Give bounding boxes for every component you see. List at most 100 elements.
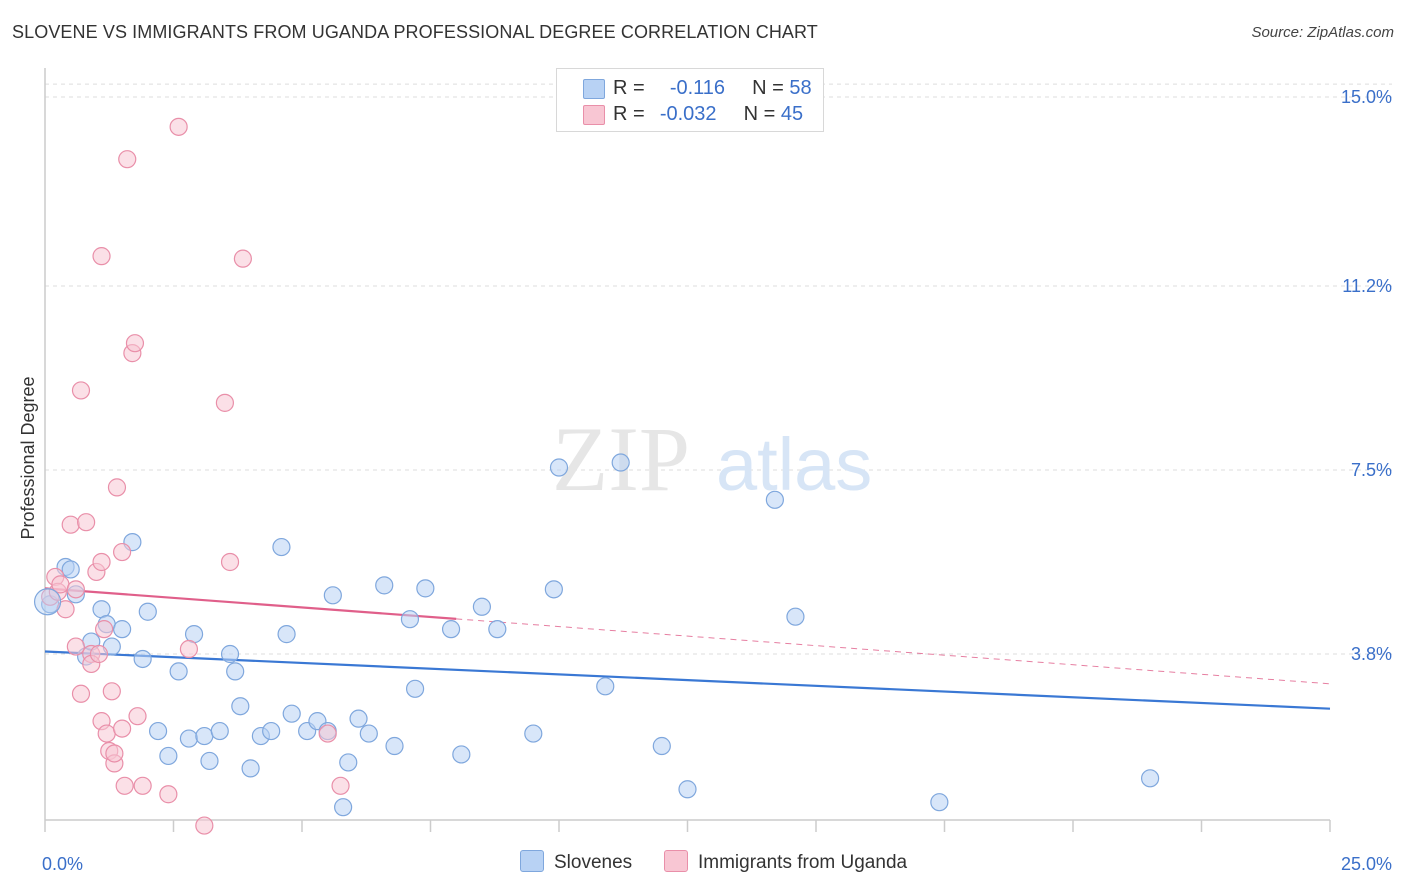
point-uganda (71, 684, 91, 703)
correlation-legend: R = -0.116 N = 58 R = -0.032 N = 45 (556, 68, 824, 132)
point-uganda (66, 637, 85, 656)
point-slovenes (678, 780, 697, 799)
point-uganda (95, 620, 114, 639)
point-uganda (125, 334, 145, 353)
point-slovenes (133, 649, 152, 669)
point-uganda (195, 816, 214, 835)
point-slovenes (323, 586, 342, 605)
point-uganda (89, 644, 109, 664)
point-uganda (169, 117, 188, 136)
point-uganda (115, 776, 134, 795)
point-slovenes (210, 721, 229, 741)
point-slovenes (148, 721, 168, 741)
legend-r-value: -0.116 (669, 77, 726, 99)
point-slovenes (262, 721, 281, 741)
point-slovenes (339, 753, 358, 772)
point-uganda (102, 682, 121, 701)
legend-uganda-label: Immigrants from Uganda (698, 852, 908, 873)
watermark: ZIP atlas (552, 408, 872, 510)
point-slovenes (549, 458, 569, 477)
point-slovenes (930, 793, 949, 812)
point-uganda (107, 478, 127, 497)
y-tick-label: 7.5% (1351, 460, 1392, 480)
point-uganda (128, 707, 147, 726)
point-slovenes (375, 576, 394, 595)
point-uganda (66, 580, 85, 599)
point-slovenes (488, 620, 507, 639)
point-slovenes (272, 537, 291, 557)
point-slovenes (1140, 769, 1160, 788)
point-slovenes (169, 662, 188, 681)
source-label: Source: ZipAtlas.com (1251, 24, 1394, 41)
point-uganda (233, 249, 252, 268)
point-slovenes (786, 607, 805, 626)
data-points (33, 117, 1160, 835)
point-uganda (318, 724, 337, 743)
point-uganda (92, 552, 111, 572)
point-uganda (112, 719, 132, 738)
legend-n-label: N = (752, 77, 784, 99)
point-slovenes (416, 579, 435, 598)
point-slovenes (765, 490, 784, 509)
axes (44, 68, 1331, 832)
trend-lines (44, 587, 1331, 710)
legend-r-value: -0.032 (659, 103, 717, 125)
point-uganda (220, 552, 240, 572)
point-slovenes (334, 798, 353, 817)
point-slovenes (282, 704, 301, 723)
point-slovenes-large (33, 588, 62, 616)
legend-uganda-swatch (664, 850, 688, 872)
point-slovenes (452, 745, 471, 764)
legend-slovenes: Slovenes (520, 850, 632, 874)
point-slovenes (138, 602, 157, 621)
point-slovenes (200, 751, 219, 771)
point-slovenes (226, 662, 245, 681)
tick-labels: 3.8% 7.5% 11.2% 15.0% 0.0% 25.0% (42, 87, 1392, 874)
trend-line-uganda-extension (456, 618, 1331, 685)
point-slovenes (220, 644, 240, 664)
point-slovenes (277, 625, 296, 644)
legend-uganda: Immigrants from Uganda (664, 850, 907, 874)
point-uganda (105, 744, 124, 763)
legend-swatch-blue (583, 79, 605, 99)
legend-n-value: 45 (780, 103, 804, 125)
point-uganda (118, 150, 137, 169)
point-uganda (133, 776, 152, 795)
legend-n-value: 58 (789, 77, 812, 99)
y-tick-label: 11.2% (1342, 276, 1392, 296)
trend-line-slovenes (44, 650, 1331, 710)
watermark-atlas: atlas (716, 423, 872, 506)
y-tick-label: 15.0% (1341, 87, 1392, 107)
point-uganda (61, 515, 80, 534)
point-slovenes (596, 677, 615, 696)
x-tick-label: 0.0% (42, 854, 83, 874)
point-slovenes (652, 736, 671, 756)
point-slovenes (241, 759, 260, 778)
y-tick-label: 3.8% (1351, 644, 1392, 664)
point-slovenes (231, 697, 250, 716)
point-uganda (77, 513, 96, 532)
trend-line-uganda (44, 587, 457, 621)
point-slovenes (405, 679, 425, 698)
point-slovenes (349, 709, 368, 728)
point-slovenes (359, 724, 378, 743)
point-slovenes (472, 597, 491, 616)
point-slovenes (61, 560, 80, 579)
point-uganda (179, 639, 199, 659)
point-slovenes (400, 610, 420, 629)
legend-slovenes-swatch (520, 850, 544, 872)
legend-slovenes-label: Slovenes (554, 852, 633, 873)
point-slovenes (159, 746, 178, 766)
y-axis-label: Professional Degree (18, 376, 38, 539)
point-uganda (215, 393, 234, 412)
point-uganda (92, 247, 111, 266)
point-slovenes (179, 729, 199, 748)
point-slovenes (385, 736, 404, 756)
point-slovenes (441, 620, 461, 639)
legend-n-label: N = (743, 103, 776, 125)
point-uganda (97, 724, 116, 743)
point-slovenes (524, 724, 543, 743)
x-tick-label: 25.0% (1341, 854, 1392, 874)
point-uganda (71, 381, 91, 400)
